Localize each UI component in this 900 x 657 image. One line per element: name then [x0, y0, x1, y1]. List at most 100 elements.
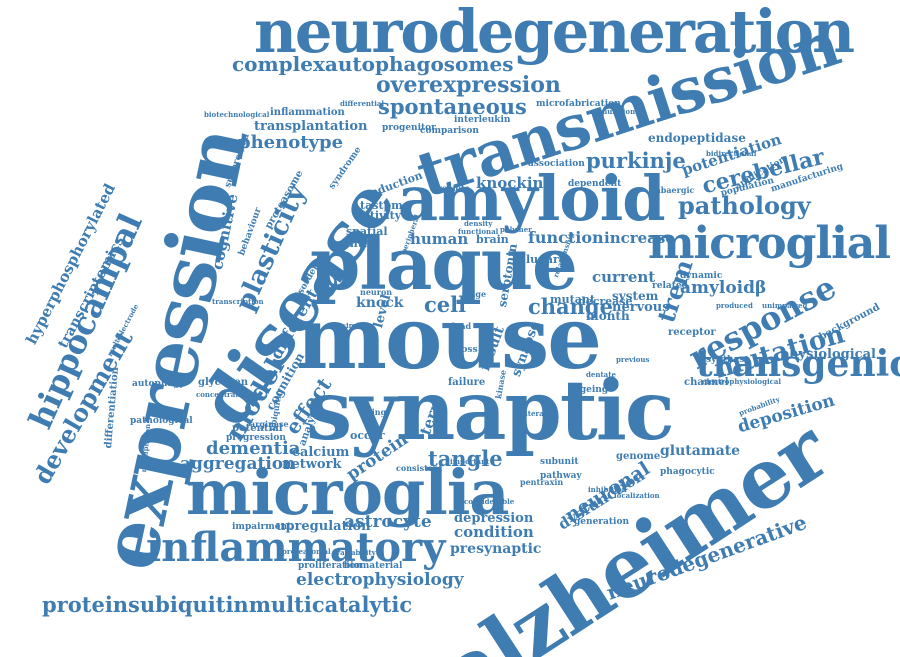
- word-variability: variability: [336, 548, 376, 557]
- word-stage: stage: [462, 289, 487, 299]
- word-electrophysiology: electrophysiology: [296, 570, 464, 590]
- word-channel: channel: [684, 377, 729, 388]
- word-failure: failure: [448, 377, 486, 388]
- word-condition: condition: [454, 523, 534, 541]
- word-calcium: calcium: [292, 445, 350, 460]
- word-polymer: polymer: [500, 225, 532, 234]
- word-nervous: nervous: [612, 300, 670, 315]
- word-spontaneous: spontaneous: [378, 94, 527, 119]
- word-physiological: physiological: [780, 347, 876, 362]
- word-tangle: tangle: [428, 446, 503, 471]
- word-complexautophagosomes: complexautophagosomes: [232, 52, 514, 76]
- word-differential: differential: [340, 99, 385, 108]
- word-cell: cell: [424, 292, 467, 317]
- word-important: important: [450, 457, 490, 466]
- word-rising: rising: [360, 407, 387, 417]
- word-amyloidb: amyloidβ: [680, 278, 767, 298]
- word-glycogen: glycogen: [198, 377, 248, 388]
- word-knockin: knockin: [476, 174, 544, 192]
- word-inflammatory: inflammatory: [146, 524, 446, 571]
- word-pathological: pathological: [130, 416, 193, 426]
- word-mouse: mouse: [296, 288, 602, 389]
- word-pentraxin: pentraxin: [520, 477, 564, 487]
- word-biotechnological: biotechnological: [204, 110, 270, 119]
- word-neurodegeneration: neurodegeneration: [254, 0, 855, 66]
- word-interact: interact: [520, 409, 552, 418]
- word-impairment: impairment: [232, 522, 292, 532]
- word-genome: genome: [616, 451, 661, 462]
- word-astrocyte: astrocyte: [344, 512, 432, 532]
- word-microglial: microglial: [648, 218, 891, 269]
- word-interleukin: interleukin: [454, 115, 511, 125]
- word-synthase: synthase: [706, 355, 751, 365]
- word-dependent: dependent: [568, 179, 622, 189]
- word-localization: localization: [614, 491, 660, 500]
- word-association: association: [528, 159, 585, 169]
- word-load: load: [452, 321, 472, 331]
- word-presynaptic: presynaptic: [450, 541, 542, 557]
- word-transcription: transcription: [212, 297, 264, 306]
- word-stimulation: stimulation: [590, 107, 636, 116]
- word-system: system: [612, 289, 659, 303]
- word-subunit: subunit: [540, 457, 579, 467]
- word-decrease: decrease: [578, 295, 633, 308]
- word-glutamate: glutamate: [660, 443, 741, 459]
- word-density: density: [464, 219, 493, 228]
- word-dentate: dentate: [586, 370, 616, 379]
- word-receptor: receptor: [668, 327, 716, 338]
- word-inflammation: inflammation: [270, 107, 345, 118]
- word-current: current: [592, 268, 656, 286]
- word-depression: depression: [454, 511, 534, 526]
- word-progenitor: progenitor: [382, 123, 436, 133]
- word-increase: increase: [604, 229, 675, 247]
- word-change: change: [528, 294, 613, 319]
- word-phagocytic: phagocytic: [660, 467, 715, 477]
- word-central: central: [336, 237, 380, 250]
- word-concentration: concentration: [196, 390, 251, 399]
- word-plaque: plaque: [310, 221, 578, 306]
- word-mutant: mutant: [550, 293, 595, 306]
- word-neuron: neuron: [360, 287, 393, 297]
- word-proteinsubiquitinmulticatalytic: proteinsubiquitinmulticatalytic: [42, 592, 413, 617]
- word-considerable: considerable: [464, 497, 515, 506]
- word-month: month: [586, 309, 630, 323]
- word-pathology: pathology: [678, 191, 811, 220]
- word-lugaro: lugaro: [526, 253, 567, 266]
- word-similar: similar: [342, 321, 370, 330]
- word-autophagy: autophagy: [132, 379, 185, 389]
- word-transplantation: transplantation: [254, 119, 368, 134]
- word-ageing: ageing: [574, 385, 609, 395]
- word-bidirectional: bidirectional: [706, 149, 757, 158]
- word-spatial: spatial: [346, 225, 388, 238]
- word-gabaergic: gabaergic: [650, 185, 695, 195]
- word-network: network: [282, 457, 342, 472]
- word-function: function: [528, 228, 604, 247]
- word-knock: knock: [356, 295, 404, 311]
- word-arginase: arginase: [250, 419, 289, 429]
- word-consistent: consistent: [396, 463, 443, 473]
- word-related: related: [652, 281, 688, 291]
- word-microfabrication: microfabrication: [536, 99, 621, 109]
- word-transgenic: transgenic: [696, 343, 900, 385]
- word-aggregation: aggregation: [180, 454, 296, 474]
- word-functional: functional: [458, 227, 499, 236]
- word-pathway: pathway: [540, 471, 582, 481]
- word-biomaterial: biomaterial: [344, 561, 403, 571]
- word-microglia: microglia: [186, 456, 510, 529]
- word-phenotype: phenotype: [238, 132, 344, 153]
- word-synaptic: synaptic: [306, 363, 675, 459]
- word-amyloid: amyloid: [398, 162, 666, 235]
- word-promote: promote: [432, 183, 470, 193]
- word-proliferation: proliferation: [298, 561, 363, 571]
- word-inhibition: inhibition: [588, 485, 627, 494]
- word-endopeptidase: endopeptidase: [648, 131, 746, 145]
- word-purkinje: purkinje: [586, 148, 686, 173]
- word-upregulation: upregulation: [276, 519, 371, 534]
- word-activity: activity: [356, 209, 402, 222]
- word-proteasomal: proteasomal: [282, 547, 331, 556]
- word-brain: brain: [476, 233, 509, 246]
- word-progression: progression: [226, 433, 286, 443]
- word-produced: produced: [716, 301, 753, 310]
- word-human: human: [410, 230, 469, 248]
